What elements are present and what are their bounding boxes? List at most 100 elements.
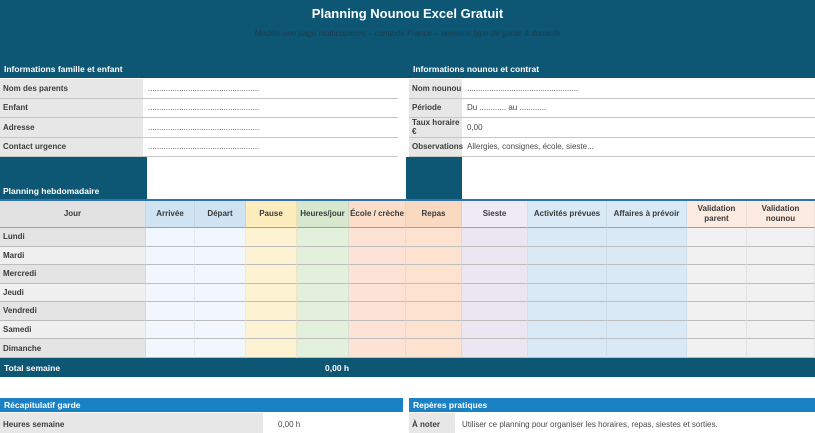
planning-cell[interactable] bbox=[747, 302, 815, 321]
planning-cell[interactable] bbox=[462, 302, 528, 321]
planning-cell[interactable] bbox=[528, 339, 607, 358]
planning-cell[interactable] bbox=[607, 302, 687, 321]
day-label: Lundi bbox=[0, 228, 146, 247]
planning-cell[interactable] bbox=[462, 283, 528, 303]
planning-cell[interactable] bbox=[349, 228, 406, 247]
section-header-nounou: Informations nounou et contrat bbox=[413, 64, 540, 74]
planning-cell[interactable] bbox=[195, 265, 246, 284]
planning-cell[interactable] bbox=[195, 283, 246, 303]
planning-cell[interactable] bbox=[195, 302, 246, 321]
planning-cell[interactable] bbox=[687, 302, 747, 321]
planning-cell[interactable] bbox=[146, 228, 195, 247]
field-value[interactable]: ........................................… bbox=[467, 83, 579, 93]
planning-cell[interactable] bbox=[195, 320, 246, 340]
planning-cell[interactable] bbox=[747, 320, 815, 340]
field-value[interactable]: Du ............ au ............ bbox=[467, 103, 547, 113]
planning-cell[interactable] bbox=[607, 265, 687, 284]
planning-cell[interactable] bbox=[297, 228, 349, 247]
planning-cell[interactable] bbox=[195, 228, 246, 247]
field-label: Taux horaire € bbox=[409, 118, 462, 137]
planning-cell[interactable] bbox=[246, 228, 297, 247]
planning-cell[interactable] bbox=[195, 246, 246, 266]
planning-cell[interactable] bbox=[747, 283, 815, 303]
planning-cell[interactable] bbox=[146, 339, 195, 358]
planning-cell[interactable] bbox=[607, 228, 687, 247]
planning-cell[interactable] bbox=[406, 265, 462, 284]
planning-cell[interactable] bbox=[297, 339, 349, 358]
planning-cell[interactable] bbox=[462, 265, 528, 284]
section-header-reperes: Repères pratiques bbox=[409, 398, 815, 412]
planning-cell[interactable] bbox=[687, 283, 747, 303]
total-row: Total semaine 0,00 h bbox=[0, 358, 815, 377]
planning-cell[interactable] bbox=[406, 320, 462, 340]
planning-cell[interactable] bbox=[246, 246, 297, 266]
planning-cell[interactable] bbox=[406, 283, 462, 303]
planning-cell[interactable] bbox=[406, 246, 462, 266]
planning-cell[interactable] bbox=[195, 339, 246, 358]
column-header-3: Départ bbox=[195, 201, 246, 228]
planning-cell[interactable] bbox=[747, 228, 815, 247]
planning-cell[interactable] bbox=[528, 302, 607, 321]
planning-cell[interactable] bbox=[607, 246, 687, 266]
field-value[interactable]: ........................................… bbox=[148, 122, 260, 132]
planning-cell[interactable] bbox=[607, 339, 687, 358]
planning-cell[interactable] bbox=[246, 265, 297, 284]
planning-cell[interactable] bbox=[687, 320, 747, 340]
planning-table-body: Lundi Mardi Mercredi Jeudi Vendredi Samedi Dim… bbox=[0, 228, 815, 358]
planning-cell[interactable] bbox=[528, 265, 607, 284]
planning-cell[interactable] bbox=[747, 339, 815, 358]
planning-cell[interactable] bbox=[406, 339, 462, 358]
planning-cell[interactable] bbox=[462, 228, 528, 247]
planning-cell[interactable] bbox=[687, 246, 747, 266]
planning-cell[interactable] bbox=[607, 320, 687, 340]
planning-cell[interactable] bbox=[462, 246, 528, 266]
info-row: Observations Allergies, consignes, école,… bbox=[409, 137, 815, 157]
planning-cell[interactable] bbox=[146, 302, 195, 321]
field-value[interactable]: Utiliser ce planning pour organiser les … bbox=[462, 419, 718, 429]
info-row: Adresse.................................… bbox=[0, 118, 398, 138]
planning-cell[interactable] bbox=[528, 246, 607, 266]
field-value[interactable]: Allergies, consignes, école, sieste... bbox=[467, 142, 594, 152]
planning-cell[interactable] bbox=[246, 283, 297, 303]
planning-cell[interactable] bbox=[297, 302, 349, 321]
planning-cell[interactable] bbox=[297, 320, 349, 340]
planning-cell[interactable] bbox=[747, 265, 815, 284]
planning-cell[interactable] bbox=[146, 246, 195, 266]
planning-cell[interactable] bbox=[528, 320, 607, 340]
field-value[interactable]: ........................................… bbox=[148, 142, 260, 152]
planning-cell[interactable] bbox=[687, 228, 747, 247]
planning-cell[interactable] bbox=[297, 246, 349, 266]
planning-cell[interactable] bbox=[246, 320, 297, 340]
planning-cell[interactable] bbox=[406, 228, 462, 247]
planning-cell[interactable] bbox=[462, 339, 528, 358]
planning-cell[interactable] bbox=[462, 320, 528, 340]
field-value[interactable]: ........................................… bbox=[148, 103, 260, 113]
field-value[interactable]: ........................................… bbox=[148, 83, 260, 93]
planning-cell[interactable] bbox=[349, 246, 406, 266]
planning-cell[interactable] bbox=[246, 339, 297, 358]
planning-cell[interactable] bbox=[687, 265, 747, 284]
planning-cell[interactable] bbox=[687, 339, 747, 358]
planning-cell[interactable] bbox=[747, 246, 815, 266]
planning-cell[interactable] bbox=[349, 283, 406, 303]
table-row: Jeudi bbox=[0, 283, 815, 303]
info-row: Nom nounou..............................… bbox=[409, 79, 815, 99]
planning-cell[interactable] bbox=[146, 265, 195, 284]
planning-cell[interactable] bbox=[146, 283, 195, 303]
planning-cell[interactable] bbox=[246, 302, 297, 321]
planning-cell[interactable] bbox=[146, 320, 195, 340]
planning-cell[interactable] bbox=[349, 265, 406, 284]
planning-cell[interactable] bbox=[528, 228, 607, 247]
planning-cell[interactable] bbox=[607, 283, 687, 303]
planning-cell[interactable] bbox=[528, 283, 607, 303]
field-value[interactable]: 0,00 bbox=[467, 122, 483, 132]
planning-cell[interactable] bbox=[297, 283, 349, 303]
planning-cell[interactable] bbox=[297, 265, 349, 284]
column-header-7: Repas bbox=[406, 201, 462, 228]
planning-cell[interactable] bbox=[406, 302, 462, 321]
planning-cell[interactable] bbox=[349, 339, 406, 358]
planning-cell[interactable] bbox=[349, 302, 406, 321]
planning-cell[interactable] bbox=[349, 320, 406, 340]
field-value[interactable]: 0,00 h bbox=[278, 419, 301, 429]
